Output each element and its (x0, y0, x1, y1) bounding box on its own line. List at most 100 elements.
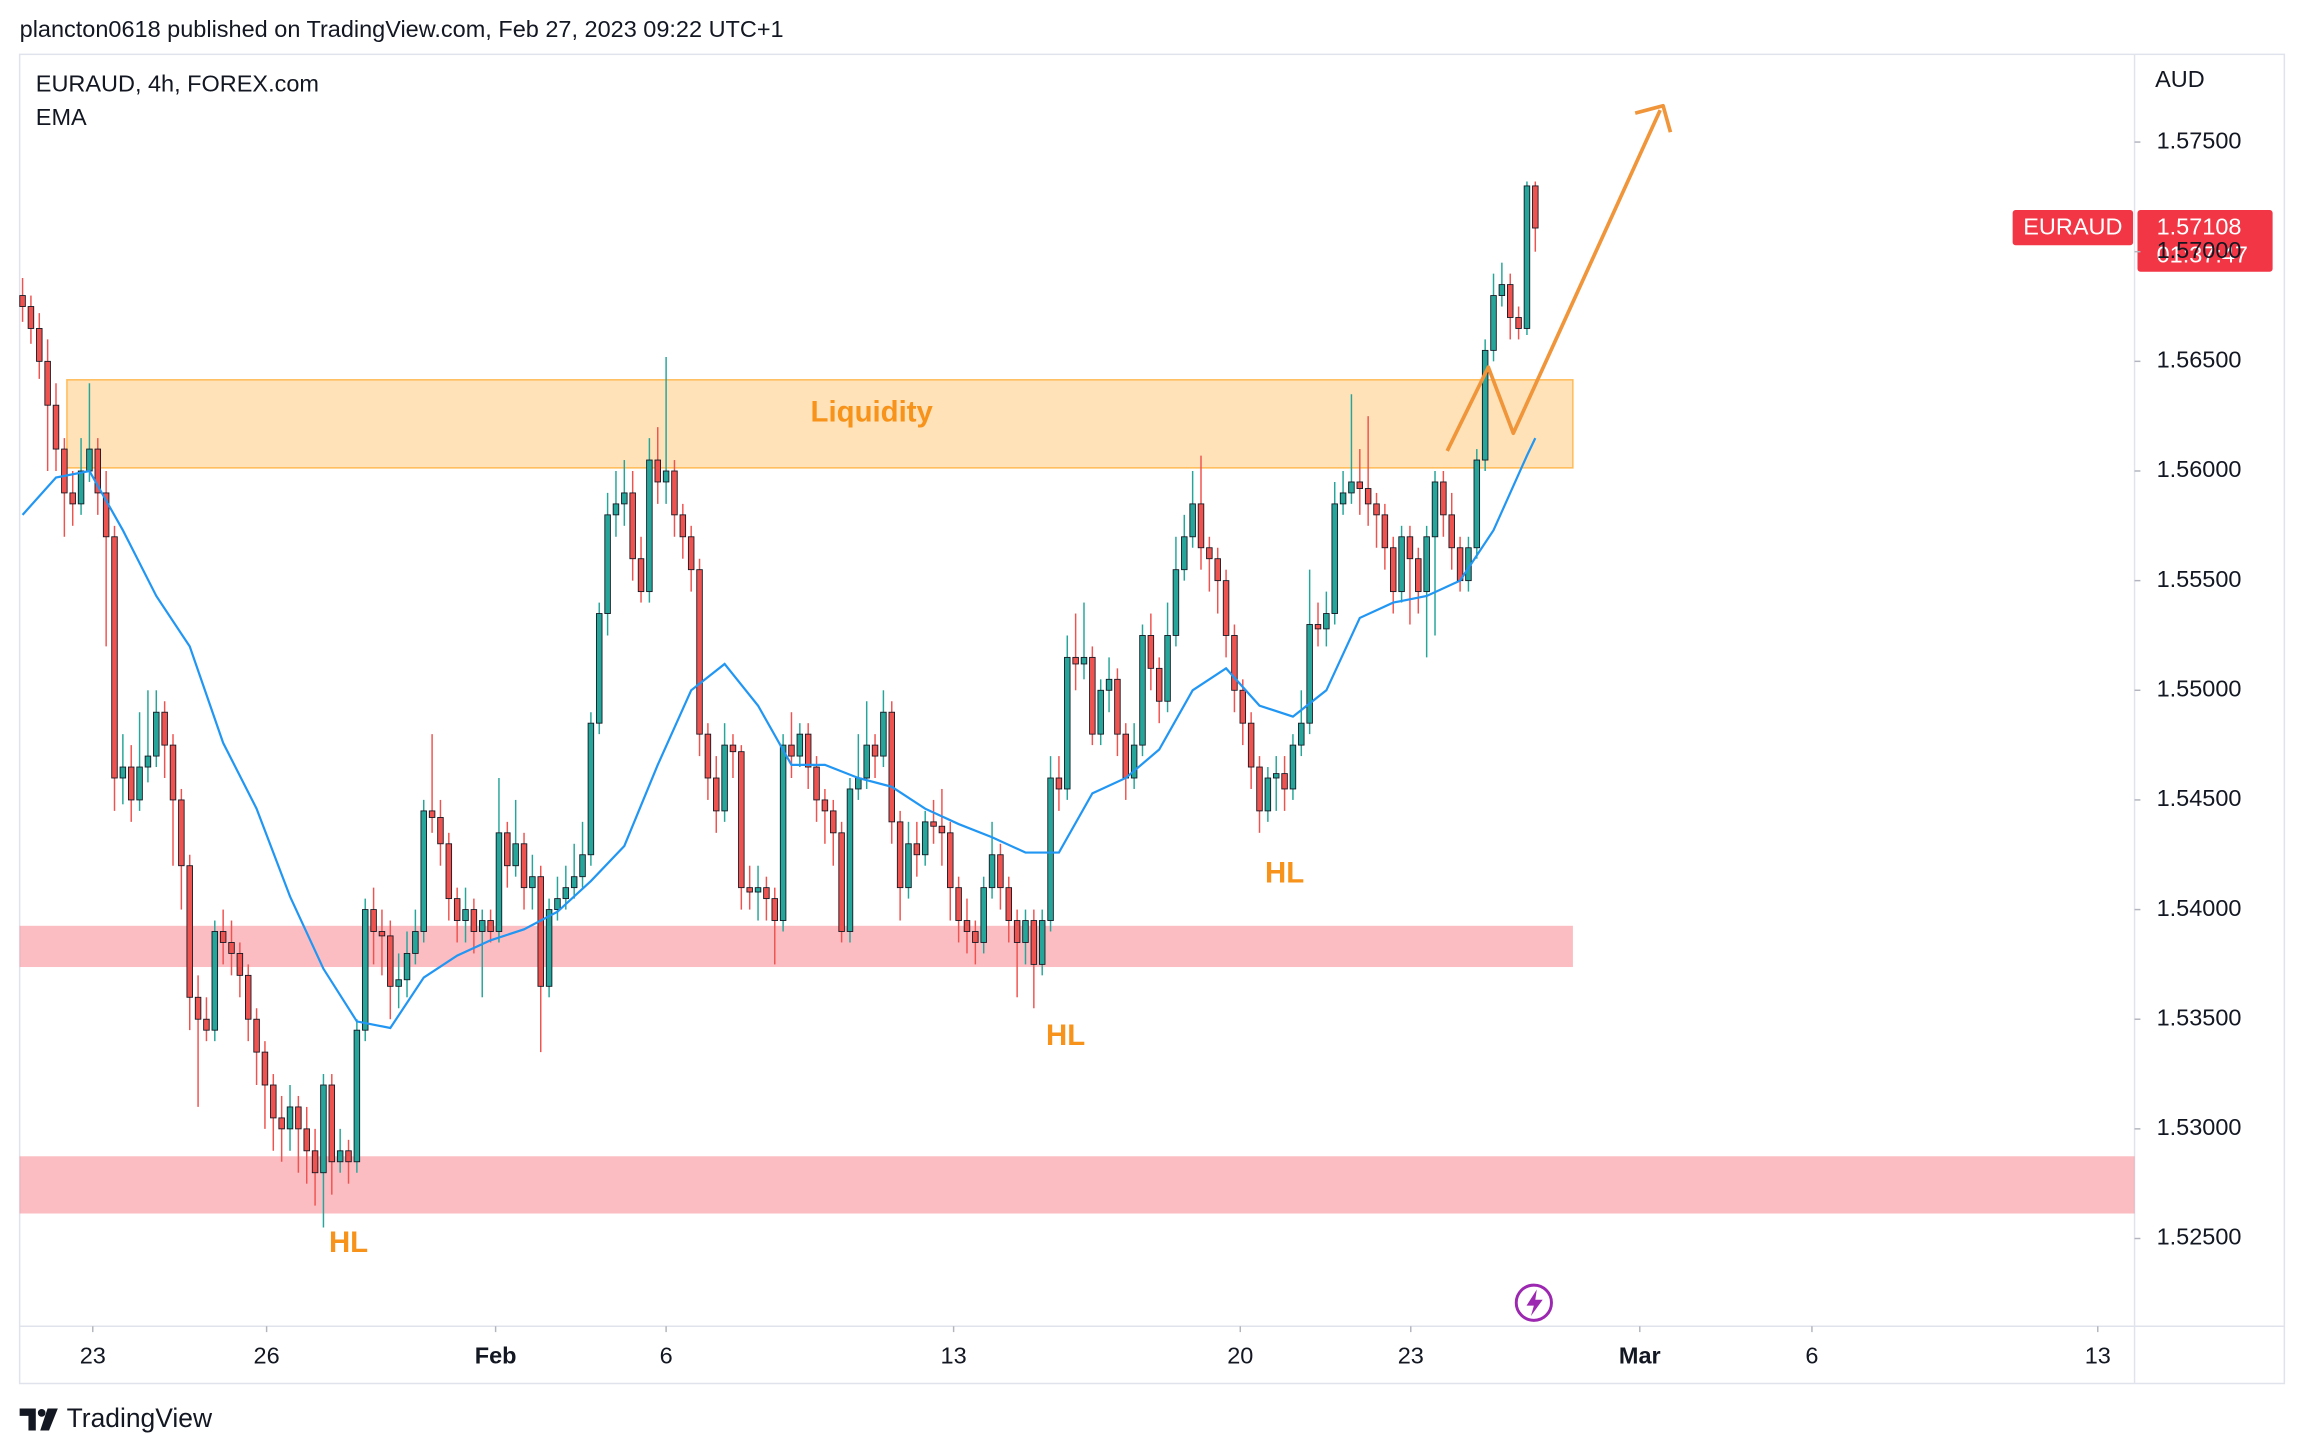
candle-body (27, 306, 35, 329)
candle-body (1080, 656, 1088, 665)
candle-body (1381, 514, 1389, 549)
candle-body (1181, 536, 1188, 571)
candle-body (328, 1084, 336, 1163)
candle-body (178, 799, 185, 867)
candle-body (119, 766, 127, 779)
candle-body (1064, 656, 1071, 790)
candle-body (1314, 624, 1322, 630)
candle-body (1481, 349, 1489, 461)
annotation: HL (329, 1226, 368, 1259)
candle-body (1130, 744, 1138, 779)
candle-body (763, 887, 770, 900)
candle-body (796, 733, 804, 757)
candle-body (1214, 558, 1221, 582)
candle-body (646, 459, 653, 593)
candle-body (846, 788, 854, 932)
candle-body (1030, 920, 1038, 965)
candle-body (420, 810, 427, 932)
y-tick-label: 1.55500 (2157, 566, 2242, 592)
candle-body (36, 328, 43, 362)
candle-body (587, 722, 595, 856)
ema-line (21, 437, 1537, 1030)
candle-body (378, 931, 386, 937)
candle-body (704, 733, 712, 779)
candle-body (1356, 481, 1364, 489)
candle-body (1298, 722, 1305, 746)
candle-body (1406, 536, 1414, 560)
candle-body (1289, 744, 1297, 790)
x-tick-label: 13 (2085, 1342, 2111, 1368)
candle-body (1440, 481, 1447, 516)
candle-body (1473, 459, 1481, 549)
price-tag-box (2137, 210, 2273, 272)
candle-body (997, 854, 1004, 889)
x-tick-label: 6 (660, 1342, 673, 1368)
candle-body (479, 920, 486, 932)
candle-body (144, 755, 152, 768)
logo-part (40, 1408, 58, 1431)
candle-body (1022, 920, 1029, 943)
candle-body (713, 777, 720, 812)
candle-body (738, 751, 745, 889)
candle-body (1005, 887, 1013, 921)
candle-body (537, 876, 544, 987)
y-tick-label: 1.55000 (2157, 675, 2242, 701)
y-tick-label: 1.52500 (2157, 1224, 2242, 1250)
logo-part (19, 1408, 36, 1431)
y-tick-label: 1.54000 (2157, 895, 2242, 921)
candle-body (61, 448, 68, 494)
candle-body (1189, 503, 1196, 538)
candle-body (395, 979, 402, 987)
candle-body (871, 744, 879, 757)
candle-body (955, 887, 962, 921)
candle-body (86, 448, 93, 472)
candle-body (1038, 920, 1046, 965)
candle-body (1331, 503, 1338, 614)
candle-body (320, 1084, 327, 1174)
zones (19, 379, 2135, 1214)
candle-body (1264, 777, 1272, 812)
candle-body (387, 935, 394, 987)
candle-body (921, 821, 929, 856)
candle-body (604, 514, 611, 614)
candle-body (412, 931, 419, 954)
y-tick-label: 1.57000 (2157, 237, 2242, 263)
candle-body (1448, 514, 1455, 549)
candle-body (428, 810, 436, 818)
candle-body (838, 832, 845, 932)
tv-logo (19, 1408, 58, 1431)
candle-body (253, 1018, 260, 1053)
candle-body (512, 843, 519, 867)
candle-body (1507, 284, 1514, 318)
candle-body (621, 492, 628, 505)
candle-body (1339, 492, 1347, 505)
candle-body (1072, 656, 1079, 665)
candle-body (362, 909, 369, 1031)
candle-body (746, 887, 753, 893)
alert-bolt[interactable] (1526, 1289, 1543, 1316)
candle-body (194, 996, 202, 1020)
y-tick-label: 1.54500 (2157, 785, 2242, 811)
annotation: HL (1046, 1019, 1085, 1052)
y-tick-label: 1.53500 (2157, 1004, 2242, 1030)
candle-body (1105, 678, 1113, 691)
symbol-tag-box (2012, 210, 2134, 246)
candle-body (136, 766, 143, 801)
candle-body (1222, 580, 1230, 636)
indicator-label: EMA (36, 104, 87, 130)
candle-body (938, 825, 946, 834)
candle-body (905, 843, 912, 889)
candle-body (1172, 569, 1180, 636)
candle-body (470, 909, 478, 932)
candle-body (203, 1018, 210, 1031)
candle-body (228, 942, 235, 954)
x-tick-label: 26 (254, 1342, 280, 1368)
candle-body (278, 1117, 285, 1130)
candle-body (161, 711, 168, 746)
candle-body (1498, 284, 1506, 297)
alert-icon[interactable] (1514, 1283, 1553, 1322)
zone (19, 925, 1573, 968)
y-tick-label: 1.57500 (2157, 127, 2242, 153)
